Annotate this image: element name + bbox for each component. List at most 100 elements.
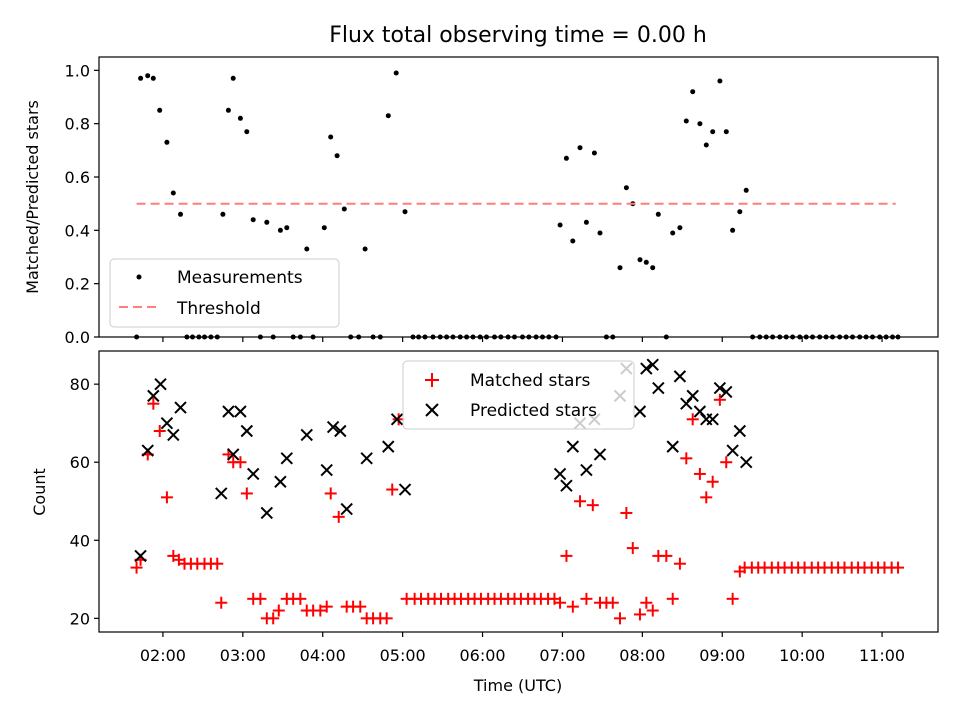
- matched-star-marker: [240, 487, 253, 500]
- predicted-star-marker: [360, 452, 373, 465]
- measurement-point: [743, 187, 749, 193]
- matched-star-marker: [626, 542, 639, 555]
- matched-star-marker: [211, 557, 224, 570]
- measurement-point: [244, 129, 250, 135]
- bottom-xtick-label: 06:00: [459, 646, 505, 665]
- bottom-ytick-label: 80: [70, 375, 90, 394]
- matched-star-marker: [554, 596, 567, 609]
- measurement-point: [557, 222, 563, 228]
- top-legend: Measurements Threshold: [109, 258, 340, 328]
- measurement-point: [341, 206, 347, 212]
- legend-measurements-marker: [136, 274, 142, 280]
- matched-star-marker: [254, 592, 267, 605]
- predicted-star-marker: [320, 463, 333, 477]
- measurement-point: [237, 115, 243, 121]
- predicted-star-marker: [390, 413, 404, 426]
- measurement-point: [230, 75, 236, 81]
- predicted-star-marker: [174, 401, 187, 414]
- measurement-point: [362, 246, 368, 252]
- predicted-star-marker: [686, 389, 699, 403]
- legend-threshold-label: Threshold: [176, 299, 261, 319]
- matched-star-marker: [620, 506, 633, 519]
- measurement-point: [393, 70, 399, 76]
- matched-star-marker: [606, 596, 619, 609]
- bottom-xtick-label: 10:00: [779, 646, 825, 665]
- matched-star-marker: [586, 499, 599, 512]
- matched-star-marker: [332, 510, 345, 523]
- bottom-x-ticks: 02:00 03:00 04:00 05:00 06:00 07:00 08:00 09:00…: [140, 632, 905, 665]
- predicted-star-marker: [740, 456, 753, 469]
- bottom-xtick-label: 09:00: [699, 646, 745, 665]
- measurement-point: [304, 246, 310, 252]
- measurement-point: [402, 209, 408, 215]
- predicted-star-marker: [553, 467, 567, 481]
- bottom-xtick-label: 07:00: [539, 646, 585, 665]
- bottom-xtick-label: 05:00: [380, 646, 426, 665]
- measurement-point: [150, 75, 156, 81]
- matched-star-marker: [686, 413, 699, 426]
- matched-star-marker: [726, 592, 739, 605]
- bottom-legend-box: [402, 360, 635, 430]
- measurement-point: [145, 73, 151, 79]
- measurement-point: [385, 113, 391, 119]
- measurement-point: [583, 219, 589, 225]
- matched-star-marker: [320, 600, 333, 613]
- bottom-xtick-label: 08:00: [619, 646, 665, 665]
- matched-star-marker: [633, 608, 646, 621]
- legend-matched-label: Matched stars: [470, 371, 590, 391]
- measurement-point: [277, 227, 283, 233]
- matched-star-marker: [380, 612, 393, 625]
- matched-star-marker: [130, 561, 143, 574]
- measurement-point: [334, 153, 340, 159]
- measurement-point: [723, 129, 729, 135]
- predicted-star-marker: [147, 389, 160, 403]
- matched-star-marker: [680, 452, 693, 465]
- predicted-star-marker: [733, 424, 747, 438]
- measurement-point: [570, 238, 576, 244]
- matched-star-marker: [673, 557, 686, 570]
- legend-matched-marker: [425, 373, 439, 387]
- top-ytick-label: 0.4: [65, 221, 90, 240]
- bottom-ytick-label: 20: [70, 609, 90, 628]
- measurement-point: [328, 134, 334, 140]
- predicted-star-marker: [234, 405, 247, 418]
- predicted-star-marker: [726, 444, 739, 457]
- predicted-star-marker: [646, 358, 659, 371]
- predicted-star-marker: [580, 463, 593, 477]
- measurement-point: [683, 118, 689, 124]
- matched-star-marker: [892, 561, 905, 574]
- matched-star-marker: [560, 549, 573, 562]
- predicted-star-marker: [260, 506, 274, 520]
- measurement-point: [250, 217, 256, 223]
- measurement-point: [643, 259, 649, 265]
- predicted-star-marker: [247, 467, 260, 481]
- predicted-star-marker: [160, 416, 174, 430]
- matched-star-marker: [706, 475, 719, 488]
- top-plot-frame: [98, 56, 939, 338]
- predicted-star-marker: [666, 440, 679, 453]
- predicted-star-marker: [141, 444, 154, 457]
- predicted-star-marker: [280, 452, 293, 465]
- measurement-point: [730, 227, 736, 233]
- measurement-point: [164, 139, 170, 145]
- measurement-point: [677, 225, 683, 231]
- predicted-star-marker: [566, 440, 580, 453]
- matched-star-marker: [720, 456, 733, 469]
- top-legend-box: [109, 258, 340, 328]
- matched-star-marker: [646, 604, 659, 617]
- matched-star-marker: [160, 491, 173, 504]
- measurement-point: [637, 257, 643, 263]
- measurement-point: [597, 230, 603, 236]
- bottom-ytick-label: 60: [70, 453, 90, 472]
- measurement-point: [170, 190, 176, 196]
- predicted-star-marker: [673, 370, 687, 383]
- chart-title: Flux total observing time = 0.00 h: [329, 23, 707, 48]
- measurement-point: [577, 145, 583, 151]
- measurement-point: [138, 75, 144, 81]
- bottom-xtick-label: 04:00: [300, 646, 346, 665]
- measurement-point: [284, 225, 290, 231]
- legend-predicted-marker: [425, 403, 439, 417]
- matched-star-marker: [566, 600, 579, 613]
- matched-star-marker: [613, 612, 626, 625]
